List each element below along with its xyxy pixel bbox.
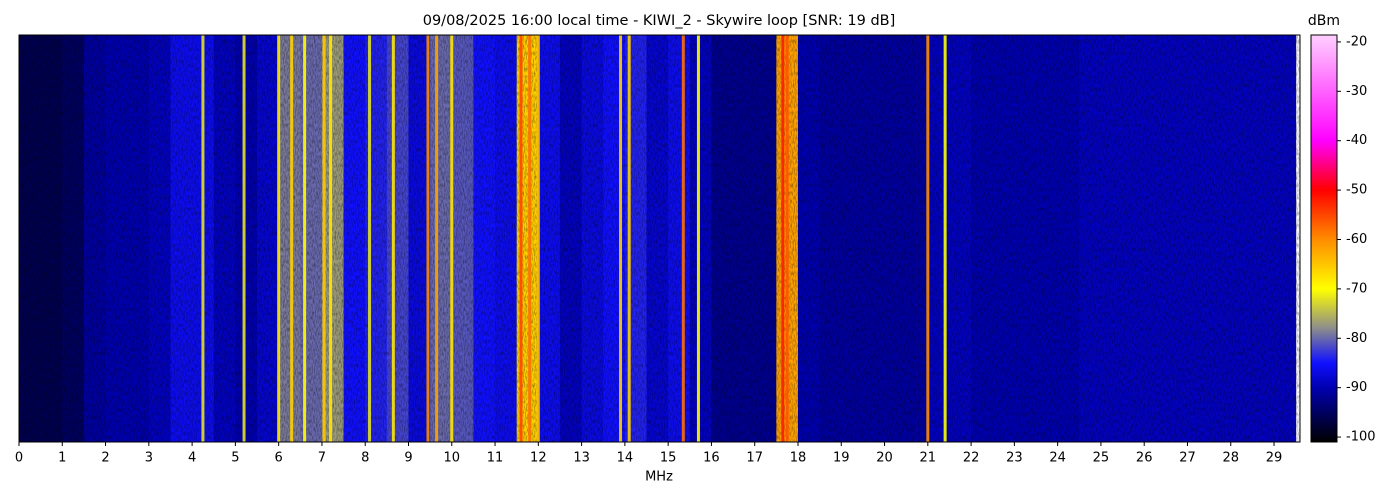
signal-line (781, 35, 785, 442)
x-tick-label: 23 (1006, 451, 1023, 466)
signal-line (536, 35, 540, 442)
signal-line (201, 35, 205, 442)
colorbar-tick-label: -70 (1346, 281, 1367, 296)
signal-line (681, 35, 685, 442)
x-tick-label: 26 (1136, 451, 1153, 466)
x-tick-label: 6 (275, 451, 283, 466)
signal-line (277, 35, 281, 442)
x-tick-label: 12 (530, 451, 547, 466)
signal-line (391, 35, 395, 442)
plot-frame (18, 34, 1301, 443)
x-tick-label: 8 (361, 451, 369, 466)
x-tick-label: 18 (790, 451, 807, 466)
x-tick-label: 9 (404, 451, 412, 466)
colorbar-tick-label: -80 (1346, 331, 1367, 346)
x-tick-label: 28 (1222, 451, 1239, 466)
signal-line (528, 35, 532, 442)
x-tick-label: 20 (876, 451, 893, 466)
x-tick-label: 22 (963, 451, 980, 466)
noise-texture (19, 35, 1300, 442)
signal-line (785, 35, 789, 442)
colorbar-tick-label: -30 (1346, 84, 1367, 99)
signal-line (329, 35, 333, 442)
signal-line (450, 35, 454, 442)
x-tick-label: 27 (1179, 451, 1196, 466)
colorbar-label: dBm (1308, 13, 1340, 29)
signal-line (926, 35, 930, 442)
x-tick-label: 1 (58, 451, 66, 466)
signal-line (627, 35, 631, 442)
x-tick-label: 5 (231, 451, 239, 466)
signal-line (619, 35, 623, 442)
plot-area (19, 35, 1300, 442)
x-tick-label: 25 (1093, 451, 1110, 466)
colorbar-tick-label: -90 (1346, 380, 1367, 395)
colorbar (1310, 34, 1338, 443)
colorbar-tick-label: -60 (1346, 232, 1367, 247)
signal-line (426, 35, 430, 442)
x-tick-label: 24 (1049, 451, 1066, 466)
colorbar-tick-label: -40 (1346, 133, 1367, 148)
signal-line (303, 35, 307, 442)
colorbar-tick-label: -50 (1346, 183, 1367, 198)
colorbar-tick-label: -100 (1346, 430, 1376, 445)
x-tick-label: 11 (487, 451, 504, 466)
x-tick-label: 7 (318, 451, 326, 466)
signal-line (435, 35, 439, 442)
x-tick-label: 10 (443, 451, 460, 466)
x-tick-label: 21 (920, 451, 937, 466)
x-axis-label: MHz (645, 470, 673, 485)
signal-line (943, 35, 947, 442)
x-tick-label: 19 (833, 451, 850, 466)
x-tick-label: 14 (617, 451, 634, 466)
x-tick-label: 15 (660, 451, 677, 466)
chart-title: 09/08/2025 16:00 local time - KIWI_2 - S… (423, 13, 896, 29)
x-tick-label: 3 (145, 451, 153, 466)
x-tick-label: 4 (188, 451, 196, 466)
signal-line (290, 35, 294, 442)
x-tick-label: 13 (573, 451, 590, 466)
signal-line (696, 35, 700, 442)
x-tick-label: 0 (15, 451, 23, 466)
x-tick-label: 16 (703, 451, 720, 466)
x-tick-label: 2 (101, 451, 109, 466)
signal-line (242, 35, 246, 442)
signal-line (322, 35, 326, 442)
x-tick-label: 29 (1266, 451, 1283, 466)
x-tick-label: 17 (746, 451, 763, 466)
signal-line (519, 35, 523, 442)
colorbar-tick-label: -20 (1346, 34, 1367, 49)
signal-line (368, 35, 372, 442)
